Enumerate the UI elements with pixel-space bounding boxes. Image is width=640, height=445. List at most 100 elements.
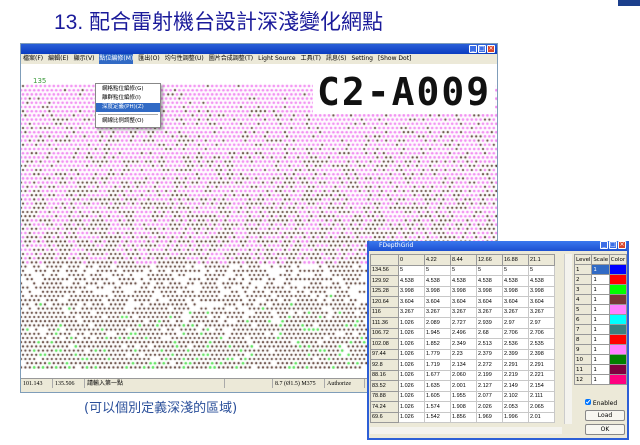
grid-cell[interactable]: 2.536 [502,338,529,350]
grid-cell[interactable]: 1.719 [424,359,451,371]
level-color-swatch[interactable] [608,274,628,285]
load-button[interactable]: Load [585,410,625,421]
grid-cell[interactable]: 1.026 [398,338,425,350]
grid-cell[interactable]: 4.538 [424,275,451,287]
grid-cell[interactable]: 2.291 [502,359,529,371]
grid-cell[interactable]: 5 [476,264,503,276]
grid-cell[interactable]: 5 [528,264,555,276]
grid-vertical-scrollbar[interactable] [564,254,572,424]
dot-canvas[interactable]: 135 C2-A009 網格點位編修(G) 離群點位編修(I) 深度定義(PH)(Z… [21,64,497,379]
dialog-maximize-button[interactable]: □ [609,241,617,249]
menu-item[interactable]: 匯出(O) [138,55,160,62]
level-color-swatch[interactable] [608,304,628,315]
grid-cell[interactable]: 2.077 [476,390,503,402]
grid-cell[interactable]: 2.001 [450,380,477,392]
grid-cell[interactable]: 2.939 [476,317,503,329]
dropdown-item[interactable]: 網格點位編修(G) [102,86,144,92]
grid-cell[interactable]: 2.291 [528,359,555,371]
grid-cell[interactable]: 4.538 [528,275,555,287]
grid-cell[interactable]: 3.998 [450,285,477,297]
menu-item[interactable]: 訊息(S) [325,55,347,62]
level-color-swatch[interactable] [608,334,628,345]
grid-horizontal-scrollbar[interactable] [370,427,562,434]
grid-cell[interactable]: 2.23 [450,348,477,360]
menu-item[interactable]: 顯示(V) [73,55,95,62]
grid-cell[interactable]: 3.998 [424,285,451,297]
menu-item[interactable]: 工具(T) [300,55,321,62]
grid-cell[interactable]: 3.604 [502,296,529,308]
grid-cell[interactable]: 1.677 [424,369,451,381]
grid-cell[interactable]: 2.102 [502,390,529,402]
grid-cell[interactable]: 2.01 [528,411,555,423]
grid-cell[interactable]: 3.267 [528,306,555,318]
grid-cell[interactable]: 3.267 [476,306,503,318]
level-color-swatch[interactable] [608,264,628,275]
dropdown-item[interactable]: 離群點位編修(I) [102,95,141,101]
grid-cell[interactable]: 2.349 [450,338,477,350]
close-button[interactable]: × [487,45,495,53]
menu-item[interactable]: 均勻性調整(U) [164,55,204,62]
grid-cell[interactable]: 1.996 [502,411,529,423]
grid-cell[interactable]: 1.026 [398,317,425,329]
grid-cell[interactable]: 1.574 [424,401,451,413]
level-scale[interactable]: 1 [591,334,610,345]
grid-cell[interactable]: 1.026 [398,390,425,402]
level-color-swatch[interactable] [608,324,628,335]
grid-cell[interactable]: 1.026 [398,327,425,339]
grid-cell[interactable]: 3.998 [398,285,425,297]
level-scale[interactable]: 1 [591,304,610,315]
grid-cell[interactable]: 1.955 [450,390,477,402]
grid-cell[interactable]: 3.998 [528,285,555,297]
grid-cell[interactable]: 2.089 [424,317,451,329]
level-color-swatch[interactable] [608,314,628,325]
level-color-swatch[interactable] [608,364,628,375]
grid-cell[interactable]: 3.604 [398,296,425,308]
dropdown-item[interactable]: 深度定義(PH)(Z) [96,103,160,112]
level-scale[interactable]: 1 [591,284,610,295]
grid-cell[interactable]: 1.026 [398,359,425,371]
grid-cell[interactable]: 5 [424,264,451,276]
level-color-swatch[interactable] [608,344,628,355]
grid-cell[interactable]: 1.969 [476,411,503,423]
grid-cell[interactable]: 2.221 [528,369,555,381]
minimize-button[interactable]: _ [469,45,477,53]
grid-cell[interactable]: 2.97 [528,317,555,329]
grid-cell[interactable]: 3.267 [502,306,529,318]
grid-cell[interactable]: 2.065 [528,401,555,413]
level-scale[interactable]: 1 [591,314,610,325]
grid-cell[interactable]: 2.272 [476,359,503,371]
grid-cell[interactable]: 1.026 [398,348,425,360]
level-scale[interactable]: 1 [591,264,610,275]
dropdown-item[interactable]: 網線比例調整(O) [102,118,144,124]
grid-cell[interactable]: 1.026 [398,411,425,423]
level-color-swatch[interactable] [608,354,628,365]
grid-cell[interactable]: 2.134 [450,359,477,371]
grid-cell[interactable]: 2.398 [528,348,555,360]
grid-cell[interactable]: 1.635 [424,380,451,392]
grid-cell[interactable]: 1.542 [424,411,451,423]
menu-item[interactable]: Light Source [258,55,296,62]
menu-item[interactable]: 編輯(E) [48,55,69,62]
grid-cell[interactable]: 2.149 [502,380,529,392]
ok-button[interactable]: OK [585,424,625,435]
level-color-swatch[interactable] [608,374,628,385]
grid-cell[interactable]: 2.026 [476,401,503,413]
grid-cell[interactable]: 1.856 [450,411,477,423]
maximize-button[interactable]: □ [478,45,486,53]
grid-cell[interactable]: 2.060 [450,369,477,381]
level-color-swatch[interactable] [608,294,628,305]
dialog-close-button[interactable]: × [618,241,626,249]
menu-item[interactable]: 檔案(F) [23,55,44,62]
grid-cell[interactable]: 3.604 [450,296,477,308]
grid-cell[interactable]: 1.908 [450,401,477,413]
grid-cell[interactable]: 1.026 [398,380,425,392]
menu-item[interactable]: [Show Dot] [377,55,412,62]
grid-cell[interactable]: 2.111 [528,390,555,402]
grid-cell[interactable]: 1.605 [424,390,451,402]
grid-cell[interactable]: 4.538 [476,275,503,287]
grid-cell[interactable]: 4.538 [450,275,477,287]
level-scale[interactable]: 1 [591,374,610,385]
grid-cell[interactable]: 2.727 [450,317,477,329]
level-color-swatch[interactable] [608,284,628,295]
enabled-checkbox[interactable]: Enabled [585,399,617,407]
